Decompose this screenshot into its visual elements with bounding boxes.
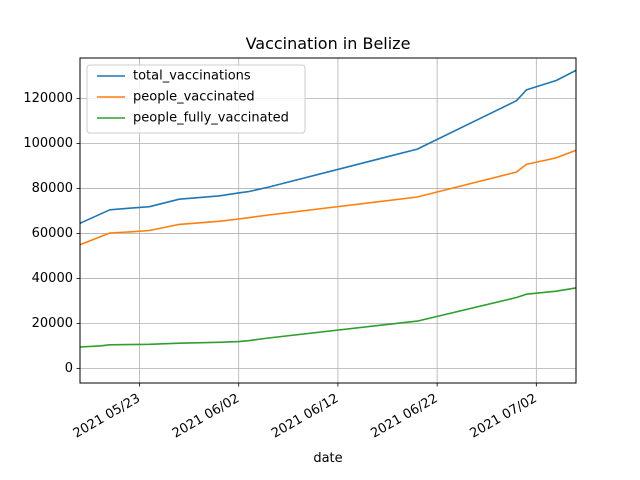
legend-label: total_vaccinations [133,69,251,84]
legend-box [86,64,306,134]
series-line-people-fully-vaccinated [79,287,577,348]
x-tick-label: 2021 06/02 [170,391,242,441]
y-tick-label: 40000 [32,271,73,286]
x-tick-label: 2021 05/23 [71,391,143,441]
x-axis: 2021 05/23 2021 06/02 2021 06/12 2021 06/22… [71,383,540,441]
plot-frame [79,57,577,384]
legend-label: people_fully_vaccinated [133,111,289,126]
y-axis: 0 20000 40000 60000 80000 100000 120000 [23,91,80,376]
x-tick-label: 2021 06/22 [368,391,440,441]
y-tick-label: 60000 [32,226,73,241]
series-line-people-vaccinated [79,149,577,246]
legend: total_vaccinations people_vaccinatedpeopl… [86,64,306,134]
y-tick-label: 20000 [32,316,73,331]
y-tick-label: 120000 [23,91,73,106]
x-axis-label: date [313,451,342,466]
x-tick-label: 2021 06/12 [269,391,341,441]
series-lines [79,69,577,348]
y-tick-label: 100000 [23,136,73,151]
y-tick-label: 0 [65,361,73,376]
series-line-total-vaccinations [79,69,577,225]
x-tick-label: 2021 07/02 [468,391,540,441]
y-tick-label: 80000 [32,181,73,196]
chart-title: Vaccination in Belize [246,34,411,53]
legend-label: people_vaccinated [133,90,255,105]
